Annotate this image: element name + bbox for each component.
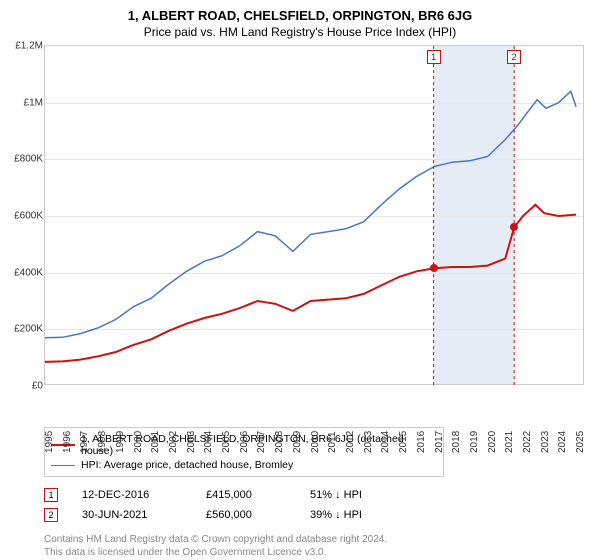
sales-table: 1 12-DEC-2016 £415,000 51% ↓ HPI 2 30-JUN-202… — [44, 485, 600, 525]
sale-row: 1 12-DEC-2016 £415,000 51% ↓ HPI — [44, 485, 600, 505]
x-axis-label: 2012 — [345, 431, 356, 453]
sale-price: £560,000 — [206, 509, 286, 521]
y-axis-label: £800K — [5, 154, 43, 165]
x-axis-label: 1998 — [97, 431, 108, 453]
x-axis-label: 2024 — [557, 431, 568, 453]
x-axis-label: 2025 — [575, 431, 586, 453]
page-subtitle: Price paid vs. HM Land Registry's House … — [0, 23, 600, 45]
y-axis-label: £1M — [5, 97, 43, 108]
sale-row: 2 30-JUN-2021 £560,000 39% ↓ HPI — [44, 505, 600, 525]
chart-area: £0£200K£400K£600K£800K£1M£1.2M 12 — [44, 45, 584, 385]
x-axis-label: 2021 — [504, 431, 515, 453]
sale-marker: 1 — [44, 488, 58, 502]
footer: Contains HM Land Registry data © Crown c… — [44, 533, 600, 559]
chart-svg — [45, 46, 585, 386]
x-axis-label: 2001 — [150, 431, 161, 453]
marker-box: 1 — [427, 50, 441, 64]
y-axis-label: £1.2M — [5, 41, 43, 52]
x-axis-label: 1997 — [79, 431, 90, 453]
x-axis-label: 2018 — [451, 431, 462, 453]
x-axis-label: 1999 — [115, 431, 126, 453]
x-axis-label: 2016 — [416, 431, 427, 453]
sale-date: 30-JUN-2021 — [82, 509, 182, 521]
x-axis-label: 2008 — [274, 431, 285, 453]
legend-swatch — [51, 465, 75, 466]
y-axis-label: £0 — [5, 381, 43, 392]
sale-hpi: 39% ↓ HPI — [310, 509, 410, 521]
footer-line-1: Contains HM Land Registry data © Crown c… — [44, 533, 600, 546]
legend-row: HPI: Average price, detached house, Brom… — [51, 458, 437, 472]
x-axis-label: 2022 — [522, 431, 533, 453]
x-axis-label: 2013 — [363, 431, 374, 453]
x-axis-label: 2010 — [310, 431, 321, 453]
legend-label: HPI: Average price, detached house, Brom… — [81, 459, 293, 471]
y-axis-label: £600K — [5, 211, 43, 222]
x-axis-label: 2023 — [540, 431, 551, 453]
sale-date: 12-DEC-2016 — [82, 489, 182, 501]
x-axis-label: 2002 — [168, 431, 179, 453]
x-axis-label: 2017 — [434, 431, 445, 453]
sale-point — [430, 264, 438, 272]
sale-hpi: 51% ↓ HPI — [310, 489, 410, 501]
x-axis-label: 2000 — [133, 431, 144, 453]
page-title: 1, ALBERT ROAD, CHELSFIELD, ORPINGTON, B… — [0, 0, 600, 23]
x-axis-label: 1996 — [62, 431, 73, 453]
sale-point — [510, 223, 518, 231]
x-axis-label: 2014 — [380, 431, 391, 453]
x-axis-label: 2003 — [186, 431, 197, 453]
x-axis-label: 2005 — [221, 431, 232, 453]
y-axis-label: £200K — [5, 324, 43, 335]
series-property — [45, 205, 576, 362]
x-axis-label: 2011 — [327, 431, 338, 453]
x-axis-label: 2009 — [292, 431, 303, 453]
marker-box: 2 — [507, 50, 521, 64]
x-axis-label: 2007 — [256, 431, 267, 453]
sale-price: £415,000 — [206, 489, 286, 501]
footer-line-2: This data is licensed under the Open Gov… — [44, 546, 600, 559]
x-axis-label: 1995 — [44, 431, 55, 453]
x-axis-label: 2015 — [398, 431, 409, 453]
y-axis-label: £400K — [5, 267, 43, 278]
x-axis-label: 2019 — [469, 431, 480, 453]
x-axis-label: 2006 — [239, 431, 250, 453]
x-axis-label: 2020 — [487, 431, 498, 453]
x-axis-label: 2004 — [203, 431, 214, 453]
sale-marker: 2 — [44, 508, 58, 522]
